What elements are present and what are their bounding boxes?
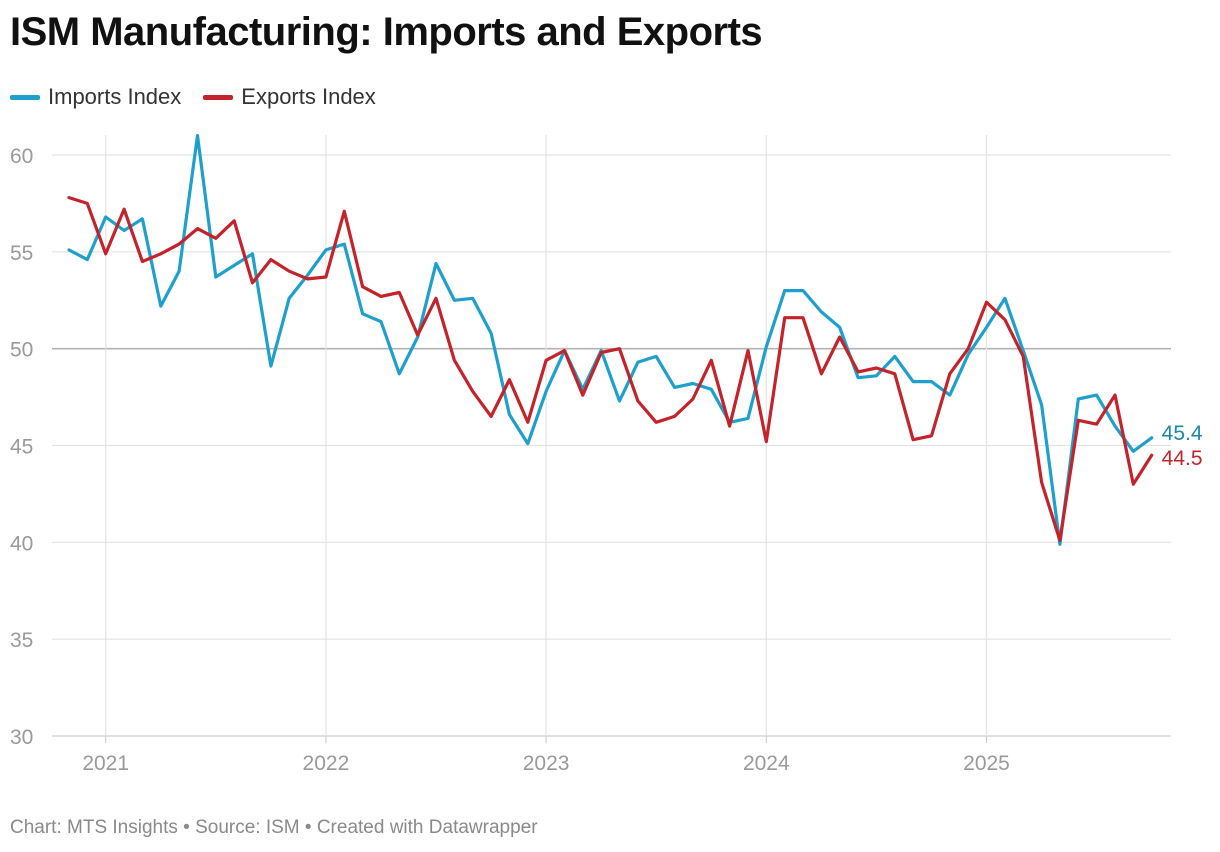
y-tick-label-40: 40 [10,532,33,555]
end-labels: 45.444.5 [1162,422,1203,470]
y-tick-label-45: 45 [10,436,33,459]
x-tick-label-2021: 2021 [82,752,129,775]
x-tick-label-2023: 2023 [523,752,570,775]
y-tick-label-50: 50 [10,339,33,362]
legend: Imports Index Exports Index [10,84,398,110]
y-tick-label-30: 30 [10,726,33,749]
series-line-imports-index [67,134,1154,546]
legend-label-imports: Imports Index [48,84,182,109]
legend-item-imports: Imports Index [10,84,181,110]
x-tick-label-2022: 2022 [303,752,350,775]
x-axis-ticks: 2021 2022 2023 2024 2025 [82,736,1010,775]
end-label-exports-index: 44.5 [1162,447,1203,470]
x-tick-label-2025: 2025 [963,752,1010,775]
end-label-imports-index: 45.4 [1162,422,1203,445]
horizontal-gridlines [52,154,1171,737]
x-tick-label-2024: 2024 [743,752,790,775]
chart-title: ISM Manufacturing: Imports and Exports [10,10,763,54]
legend-swatch-imports [10,94,40,100]
vertical-gridlines [105,135,988,736]
chart-footer: Chart: MTS Insights • Source: ISM • Crea… [10,817,538,838]
legend-item-exports: Exports Index [203,84,376,110]
legend-swatch-exports [203,94,234,100]
series-line-exports-index [67,196,1154,543]
y-tick-label-55: 55 [10,242,33,265]
y-tick-label-35: 35 [10,629,33,652]
series-lines [67,134,1154,546]
y-axis-ticks: 60 55 50 45 40 35 30 [10,145,33,749]
legend-label-exports: Exports Index [241,84,376,109]
y-tick-label-60: 60 [10,145,33,168]
